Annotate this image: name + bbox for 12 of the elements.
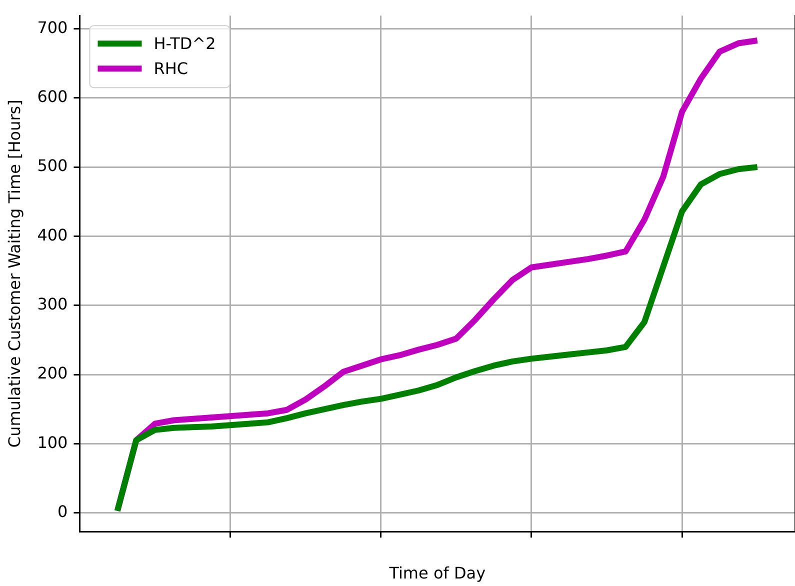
y-tick-label: 300 [37,294,68,314]
y-tick-label: 400 [37,225,68,244]
legend-label: H-TD^2 [154,34,216,53]
legend-label: RHC [154,58,188,78]
y-axis-title: Cumulative Customer Waiting Time [Hours] [4,100,24,448]
y-tick-label: 700 [37,18,68,37]
y-tick-label: 100 [37,432,68,452]
y-tick-label: 600 [37,87,68,106]
y-tick-label: 200 [37,364,68,383]
y-tick-label: 500 [37,156,68,176]
y-tick-label: 0 [58,502,68,522]
x-axis-title: Time of Day [388,564,486,583]
